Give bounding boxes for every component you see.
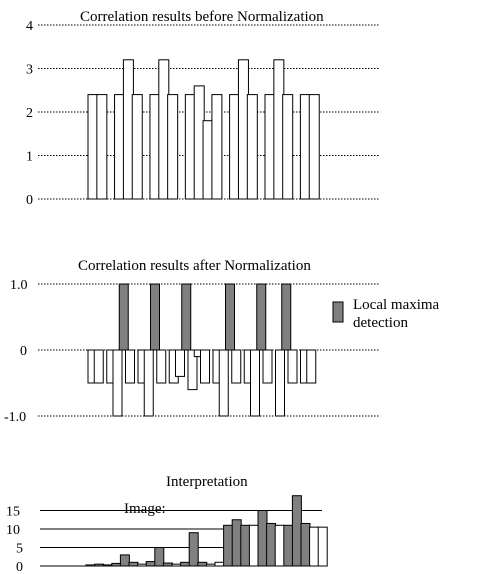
image-annotation: Image: xyxy=(124,501,166,517)
bar xyxy=(111,562,122,567)
local-maximum-bar xyxy=(225,283,235,351)
bar xyxy=(223,524,234,567)
bar xyxy=(197,561,208,567)
bar xyxy=(266,522,277,567)
y-tick-label: -1.0 xyxy=(4,410,26,425)
bar xyxy=(282,94,294,200)
bar xyxy=(205,563,216,567)
legend-label-line2: detection xyxy=(353,315,408,331)
bars xyxy=(87,283,317,417)
bar xyxy=(211,94,223,200)
bar xyxy=(306,349,317,384)
bar xyxy=(167,94,179,200)
bar xyxy=(200,349,210,384)
bar xyxy=(300,522,311,567)
bar xyxy=(128,561,139,567)
y-tick-label: 3 xyxy=(26,63,33,78)
y-tick-label: 2 xyxy=(26,106,33,121)
bar xyxy=(309,526,320,567)
bar xyxy=(131,94,143,200)
y-tick-label: 1.0 xyxy=(10,278,28,293)
y-tick-label: 0 xyxy=(26,193,33,208)
panel-interpretation: Interpretation Image: 0 5 10 15 xyxy=(6,474,328,574)
y-tick-label: 5 xyxy=(16,542,23,557)
y-tick-labels: 0 5 10 15 xyxy=(6,505,23,574)
y-tick-label: 0 xyxy=(16,560,23,574)
bar xyxy=(187,349,198,391)
bar xyxy=(96,94,108,200)
local-maximum-bar xyxy=(181,283,192,351)
bar xyxy=(119,554,130,567)
legend: Local maxima detection xyxy=(332,297,440,331)
bar xyxy=(231,519,242,567)
chart-title-before: Correlation results before Normalization xyxy=(80,9,324,25)
bar xyxy=(218,349,229,417)
local-maximum-bar xyxy=(281,283,292,351)
bar xyxy=(180,561,191,567)
legend-label-line1: Local maxima xyxy=(353,297,440,313)
bar xyxy=(102,564,113,567)
y-tick-labels: -1.0 0 1.0 xyxy=(4,278,28,425)
bar xyxy=(93,349,104,384)
bar xyxy=(125,349,135,384)
bar xyxy=(257,510,268,567)
bar xyxy=(246,94,258,200)
bar xyxy=(143,349,154,417)
bar xyxy=(112,349,123,417)
bar xyxy=(274,524,285,567)
local-maximum-bar xyxy=(256,283,267,351)
bar xyxy=(308,94,320,200)
bar xyxy=(145,561,156,567)
panel-after-normalization: Correlation results after Normalization … xyxy=(4,258,440,425)
bar xyxy=(85,564,96,567)
bars xyxy=(85,495,328,567)
local-maximum-bar xyxy=(118,283,129,351)
bar xyxy=(291,495,302,567)
bar xyxy=(287,349,298,384)
bar xyxy=(214,561,225,567)
bar xyxy=(137,563,148,567)
bar xyxy=(275,349,285,417)
bar xyxy=(162,562,173,567)
bar xyxy=(188,532,199,567)
legend-swatch xyxy=(332,301,344,323)
y-tick-label: 0 xyxy=(20,344,27,359)
bar xyxy=(171,563,182,567)
panel-before-normalization: Correlation results before Normalization… xyxy=(26,9,380,208)
y-tick-label: 10 xyxy=(6,523,20,538)
bar xyxy=(262,349,273,384)
bars xyxy=(87,59,320,200)
chart-title-interpretation: Interpretation xyxy=(166,474,248,490)
bar xyxy=(283,524,294,567)
y-tick-label: 15 xyxy=(6,505,20,520)
bar xyxy=(175,349,185,377)
bar xyxy=(250,349,260,417)
bar xyxy=(240,524,251,567)
local-maximum-bar xyxy=(150,283,160,351)
y-tick-labels: 0 1 2 3 4 xyxy=(26,19,33,208)
bar xyxy=(317,526,328,567)
bar xyxy=(156,349,167,384)
y-tick-label: 1 xyxy=(26,150,33,165)
bar xyxy=(231,349,242,384)
bar xyxy=(94,563,105,567)
bar xyxy=(154,547,165,567)
chart-title-after: Correlation results after Normalization xyxy=(78,258,311,274)
bar xyxy=(248,524,259,567)
y-tick-label: 4 xyxy=(26,19,33,34)
